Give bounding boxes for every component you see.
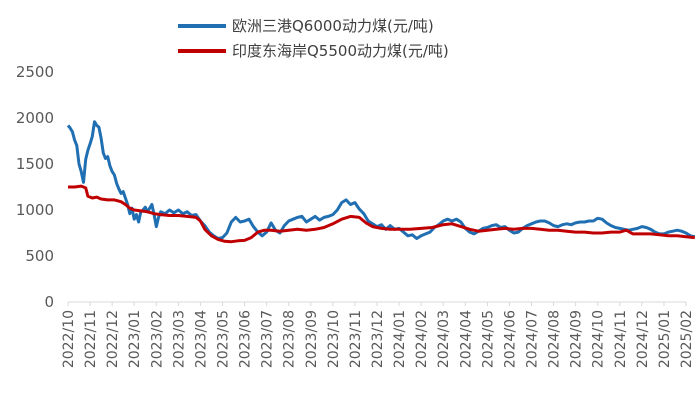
x-tick-label: 2023/01 xyxy=(127,310,143,368)
x-tick-label: 2023/07 xyxy=(260,310,276,368)
y-tick-label: 0 xyxy=(44,293,54,311)
x-tick-label: 2024/10 xyxy=(591,310,607,368)
y-tick-label: 2000 xyxy=(16,109,54,127)
legend-label-india: 印度东海岸Q5500动力煤(元/吨) xyxy=(232,42,449,60)
x-axis: 2022/10 2022/11 2022/12 2023/01 2023/02 2023/… xyxy=(61,302,695,368)
y-tick-label: 1500 xyxy=(16,155,54,173)
x-tick-label: 2024/06 xyxy=(502,310,518,368)
x-tick-label: 2023/04 xyxy=(193,310,209,368)
x-tick-label: 2024/08 xyxy=(547,310,563,368)
x-tick-label: 2023/06 xyxy=(238,310,254,368)
x-tick-label: 2023/09 xyxy=(304,310,320,368)
x-tick-label: 2025/02 xyxy=(679,310,695,368)
x-tick-label: 2023/05 xyxy=(216,310,232,368)
x-tick-label: 2025/01 xyxy=(657,310,673,368)
x-tick-label: 2023/12 xyxy=(370,310,386,368)
x-tick-label: 2023/10 xyxy=(326,310,342,368)
x-tick-label: 2024/05 xyxy=(480,310,496,368)
x-tick-label: 2023/03 xyxy=(171,310,187,368)
x-tick-label: 2024/07 xyxy=(525,310,541,368)
x-tick-label: 2022/12 xyxy=(105,310,121,368)
series-line-europe xyxy=(66,120,696,240)
x-tick-label: 2024/02 xyxy=(414,310,430,368)
x-tick-label: 2024/03 xyxy=(436,310,452,368)
y-tick-label: 2500 xyxy=(16,63,54,81)
x-tick-label: 2023/02 xyxy=(149,310,165,368)
legend: 欧洲三港Q6000动力煤(元/吨) 印度东海岸Q5500动力煤(元/吨) xyxy=(178,17,449,60)
x-tick-label: 2024/09 xyxy=(569,310,585,368)
y-tick-label: 500 xyxy=(25,247,54,265)
y-tick-label: 1000 xyxy=(16,201,54,219)
x-tick-label: 2024/01 xyxy=(392,310,408,368)
x-tick-label: 2023/11 xyxy=(348,310,364,368)
legend-label-europe: 欧洲三港Q6000动力煤(元/吨) xyxy=(232,17,434,35)
x-tick-label: 2022/11 xyxy=(83,310,99,368)
plot-area xyxy=(66,120,696,244)
x-tick-label: 2024/11 xyxy=(613,310,629,368)
y-axis: 0 500 1000 1500 2000 2500 xyxy=(16,63,54,311)
x-tick-label: 2024/04 xyxy=(458,310,474,368)
x-tick-label: 2024/12 xyxy=(635,310,651,368)
x-tick-label: 2022/10 xyxy=(61,310,77,368)
series-line-india xyxy=(68,184,695,244)
x-tick-label: 2023/08 xyxy=(282,310,298,368)
